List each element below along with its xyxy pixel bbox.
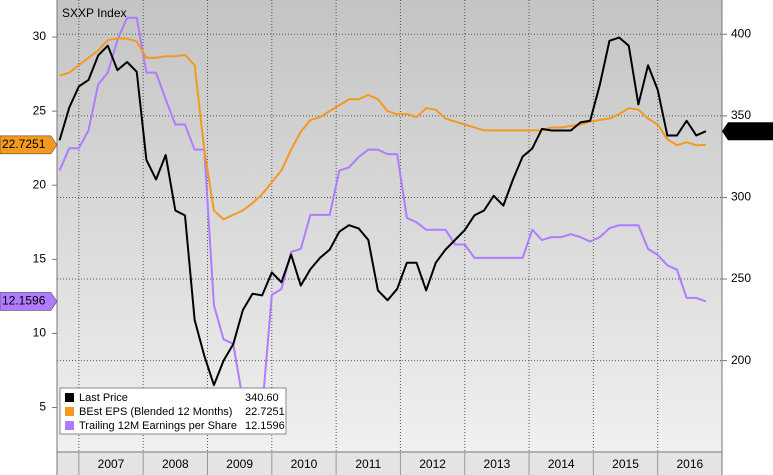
legend-value: 12.1596 [245, 420, 285, 432]
legend-label: Last Price [79, 392, 128, 404]
series-line [58, 36, 707, 387]
value-tag [0, 292, 58, 311]
legend-box [59, 387, 287, 435]
grid [52, 0, 727, 475]
lines [58, 16, 707, 411]
y-tick-label: 10 [33, 326, 47, 340]
series-line [58, 16, 707, 411]
x-tick-label: 2011 [355, 457, 381, 471]
chart-title: SXXP Index [62, 6, 127, 20]
y2-tick-label: 400 [731, 26, 751, 40]
y2-tick-label: 200 [731, 353, 751, 367]
legend-value: 22.7251 [245, 406, 285, 418]
value-tag-label: 22.7251 [2, 137, 46, 151]
y-tick-label: 15 [33, 252, 47, 266]
legend-swatch [65, 407, 74, 416]
x-tick-label: 2015 [612, 457, 639, 471]
y-tick-label: 5 [39, 400, 46, 414]
value-tag [0, 135, 58, 155]
labels: 2007 2008 2009 2010 2011 2012 2013 2014 2015 2016… [0, 26, 773, 471]
legend-swatch [65, 393, 74, 402]
x-axis-band [57, 452, 722, 475]
x-tick-label: 2010 [291, 457, 318, 471]
x-tick-label: 2016 [676, 457, 703, 471]
x-tick-label: 2014 [548, 457, 575, 471]
y2-tick-label: 350 [731, 108, 751, 122]
y2-tick-label: 300 [731, 190, 751, 204]
legend-swatch [65, 421, 74, 430]
value-tag [722, 122, 773, 141]
legend-label: Trailing 12M Earnings per Share [79, 420, 237, 432]
value-tag-label: 340.60 [731, 123, 768, 137]
y-tick-label: 30 [33, 29, 47, 43]
x-tick-label: 2008 [162, 457, 189, 471]
series-line [59, 37, 706, 221]
plot-area [57, 0, 722, 452]
y-tick-label: 25 [33, 103, 47, 117]
y2-tick-label: 250 [731, 271, 751, 285]
x-tick-label: 2009 [226, 457, 253, 471]
x-tick-label: 2013 [484, 457, 511, 471]
legend-label: BEst EPS (Blended 12 Months) [79, 406, 232, 418]
x-tick-label: 2007 [98, 457, 125, 471]
legend-value: 340.60 [245, 392, 279, 404]
value-tag-label: 12.1596 [2, 294, 46, 308]
x-tick-label: 2012 [419, 457, 446, 471]
y-tick-label: 20 [33, 177, 47, 191]
